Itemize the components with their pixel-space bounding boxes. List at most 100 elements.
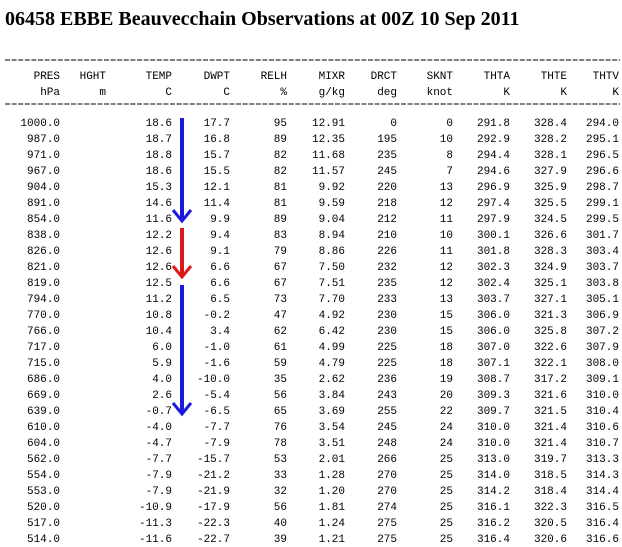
cell: 220 [377, 182, 397, 194]
cell: 25 [440, 534, 453, 546]
cell: 212 [377, 214, 397, 226]
cell: 318.4 [534, 486, 567, 498]
cell: 14.6 [146, 198, 172, 210]
cell: 10 [440, 134, 453, 146]
cell: 770.0 [27, 310, 60, 322]
cell: 18.6 [146, 166, 172, 178]
cell: 53 [274, 454, 287, 466]
cell: 243 [377, 390, 397, 402]
cell: 303.4 [586, 246, 619, 258]
column-header: PRES [34, 71, 61, 83]
cell: 255 [377, 406, 397, 418]
cell: 302.4 [477, 278, 510, 290]
cell: -7.7 [146, 454, 172, 466]
cell: 56 [274, 390, 287, 402]
cell: 310.0 [477, 438, 510, 450]
cell: 3.69 [319, 406, 345, 418]
cell: 826.0 [27, 246, 60, 258]
cell: 854.0 [27, 214, 60, 226]
cell: 12 [440, 278, 453, 290]
cell: 6.5 [210, 294, 230, 306]
cell: -22.7 [197, 534, 230, 546]
cell: 298.7 [586, 182, 619, 194]
cell: 81 [274, 198, 288, 210]
cell: 18 [440, 358, 453, 370]
arrow-head [171, 209, 193, 224]
cell: 8.94 [319, 230, 346, 242]
cell: 12.1 [204, 182, 231, 194]
cell: 11 [440, 214, 454, 226]
cell: 266 [377, 454, 397, 466]
cell: 230 [377, 326, 397, 338]
cell: 15.3 [146, 182, 172, 194]
cell: 12.2 [146, 230, 172, 242]
cell: 328.3 [534, 246, 567, 258]
cell: 325.8 [534, 326, 567, 338]
cell: 274 [377, 502, 397, 514]
cell: 971.0 [27, 150, 60, 162]
cell: 8 [446, 150, 453, 162]
cell: 322.3 [534, 502, 567, 514]
cell: 3.54 [319, 422, 346, 434]
cell: 16.8 [204, 134, 230, 146]
cell: 15 [440, 310, 453, 322]
cell: -1.0 [204, 342, 230, 354]
column-unit: hPa [40, 87, 60, 99]
cell: 210 [377, 230, 397, 242]
cell: 33 [274, 470, 287, 482]
cell: 95 [274, 118, 287, 130]
column-header: THTV [593, 71, 620, 83]
cell: 12 [440, 262, 453, 274]
cell: 225 [377, 358, 397, 370]
cell: 316.4 [586, 518, 619, 530]
cell: 294.4 [477, 150, 510, 162]
cell: 18 [440, 342, 453, 354]
annotation-arrows [171, 118, 193, 417]
cell: 299.5 [586, 214, 619, 226]
cell: 1.81 [319, 502, 346, 514]
cell: -11.3 [139, 518, 172, 530]
cell: 245 [377, 422, 397, 434]
cell: 321.5 [534, 406, 567, 418]
cell: 226 [377, 246, 397, 258]
cell: 1.24 [319, 518, 346, 530]
cell: 67 [274, 262, 287, 274]
cell: 9.59 [319, 198, 345, 210]
cell: 11.4 [204, 198, 231, 210]
cell: 81 [274, 182, 288, 194]
cell: 327.9 [534, 166, 567, 178]
cell: 669.0 [27, 390, 60, 402]
cell: 79 [274, 246, 287, 258]
cell: 6.6 [210, 262, 230, 274]
cell: 310.7 [586, 438, 619, 450]
cell: 275 [377, 534, 397, 546]
cell: 82 [274, 166, 287, 178]
cell: 270 [377, 486, 397, 498]
cell: 1.20 [319, 486, 345, 498]
cell: 1.28 [319, 470, 345, 482]
cell: 32 [274, 486, 287, 498]
cell: -10.9 [139, 502, 172, 514]
cell: 5.9 [152, 358, 172, 370]
cell: 309.3 [477, 390, 510, 402]
cell: 297.4 [477, 198, 510, 210]
cell: 22 [440, 406, 453, 418]
cell: 9.4 [210, 230, 230, 242]
column-unit: m [99, 87, 106, 99]
cell: 25 [440, 502, 453, 514]
cell: 325.5 [534, 198, 567, 210]
column-header: DRCT [371, 71, 398, 83]
cell: 40 [274, 518, 287, 530]
cell: 554.0 [27, 470, 60, 482]
cell: 838.0 [27, 230, 60, 242]
cell: 320.5 [534, 518, 567, 530]
cell: 321.4 [534, 438, 567, 450]
cell: 987.0 [27, 134, 60, 146]
column-unit: % [280, 87, 287, 99]
cell: 904.0 [27, 182, 60, 194]
cell: -7.9 [146, 470, 172, 482]
cell: 17.7 [204, 118, 230, 130]
cell: 296.6 [586, 166, 619, 178]
column-header: HGHT [80, 71, 107, 83]
cell: 891.0 [27, 198, 60, 210]
